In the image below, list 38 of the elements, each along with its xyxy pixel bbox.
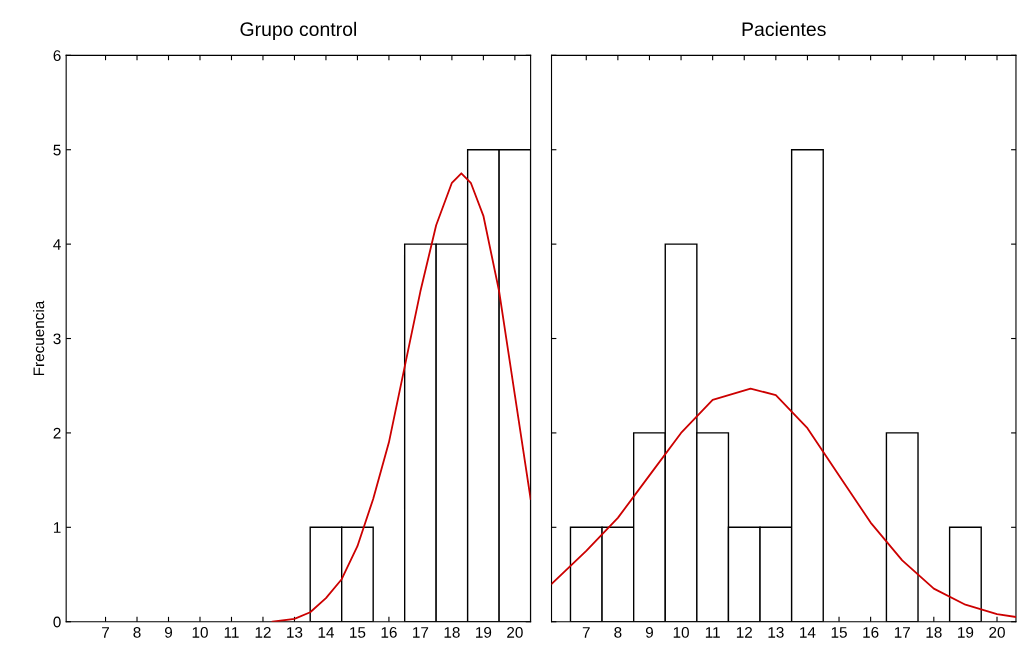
x-tick-label: 17 <box>413 627 429 638</box>
x-tick-label: 8 <box>614 626 622 638</box>
y-tick-label: 6 <box>53 50 61 62</box>
x-tick-label: 10 <box>192 626 208 638</box>
x-tick-label: 9 <box>645 626 653 638</box>
y-tick-label: 2 <box>53 427 61 439</box>
y-tick-label: 3 <box>53 333 61 345</box>
x-tick-label: 7 <box>582 627 590 638</box>
x-tick-label: 15 <box>831 627 847 638</box>
x-tick-label: 18 <box>444 626 460 638</box>
x-tick-label: 20 <box>507 626 523 638</box>
x-tick-label: 7 <box>102 627 110 638</box>
x-tick-label: 15 <box>350 627 366 638</box>
x-tick-label: 18 <box>926 626 942 638</box>
x-tick-label: 14 <box>318 627 334 638</box>
y-tick-label: 5 <box>53 144 61 156</box>
x-tick-label: 12 <box>255 626 271 638</box>
y-tick-label: 4 <box>53 239 61 250</box>
y-tick-label: 1 <box>53 522 61 533</box>
x-tick-label: 16 <box>381 626 397 638</box>
x-tick-label: 13 <box>768 626 784 638</box>
x-tick-label: 20 <box>989 626 1005 638</box>
x-tick-label: 9 <box>164 626 173 638</box>
x-tick-label: 17 <box>894 627 910 638</box>
x-tick-label: 19 <box>476 626 492 638</box>
x-tick-label: 8 <box>133 626 141 638</box>
x-tick-label: 14 <box>800 627 816 638</box>
chart-title: Grupo control <box>240 21 356 40</box>
x-tick-label: 11 <box>224 627 239 638</box>
x-tick-label: 10 <box>673 626 689 638</box>
y-axis-title: Frecuencia <box>33 300 45 376</box>
y-tick-label: 0 <box>53 616 61 628</box>
x-tick-label: 11 <box>705 627 720 638</box>
x-tick-label: 19 <box>958 626 974 638</box>
x-tick-label: 16 <box>863 626 879 638</box>
chart-title: Pacientes <box>742 21 826 37</box>
x-tick-label: 12 <box>736 626 752 638</box>
x-tick-label: 13 <box>287 626 303 638</box>
